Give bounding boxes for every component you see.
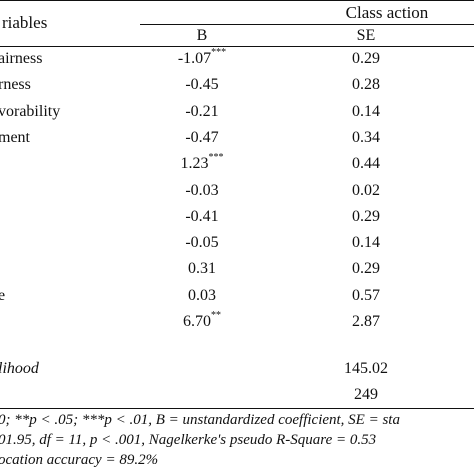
cell-b: -0.05 [162,234,242,252]
cell-b: -0.41 [162,208,242,226]
cell-se: 2.87 [352,313,380,330]
coefficient-value: 0.03 [188,287,216,304]
n-value: 249 [354,386,378,403]
cell-se: 0.14 [352,103,380,120]
coefficient-value: -0.45 [185,76,219,93]
coefficient-value: 6.70 [183,313,211,330]
coefficient-value: 0.31 [188,260,216,277]
coefficient-value: -1.07 [177,50,212,67]
cell-se: 0.29 [352,50,380,67]
cell-se: 0.29 [352,260,380,277]
cell-se: 0.57 [352,287,380,304]
cell-b: -0.03 [162,182,242,200]
cell-se: 0.02 [352,182,380,199]
cell-b: 0.31 [162,260,242,278]
cell-b: -1.07*** [162,47,242,68]
coefficient-value: -0.21 [185,103,219,120]
row-label: rness [0,76,31,93]
column-header-b: B [196,27,208,44]
coefficient-value: -0.47 [185,129,219,146]
cell-b: -0.47 [162,129,242,147]
likelihood-label: lihood [0,360,39,377]
footnote-line-3: ocation accuracy = 89.2% [0,452,159,468]
cell-b: -0.45 [162,76,242,94]
variables-header: riables [2,13,48,32]
column-header-se: SE [356,27,376,44]
header-rule [0,46,474,47]
coefficient-value: 1.23 [180,155,209,172]
class-action-header: Class action [345,3,429,22]
footnote-line-1: 0; **p < .05; ***p < .01, B = unstandard… [0,412,400,428]
significance-marker: *** [208,152,224,163]
significance-marker: *** [211,47,227,58]
row-label: vorability [0,103,61,120]
top-rule [0,0,474,1]
cell-b: -0.21 [162,103,242,121]
cell-se: 0.14 [352,234,380,251]
cell-se: 0.44 [352,155,380,172]
significance-marker: ** [211,310,221,321]
row-label: ment [0,129,30,146]
cell-b: 6.70** [162,310,242,331]
coefficient-value: -0.05 [185,234,219,251]
cell-se: 0.29 [352,208,380,225]
coefficient-value: -0.03 [185,182,219,199]
cell-se: 0.28 [352,76,380,93]
coefficient-value: -0.41 [185,208,219,225]
cell-b: 1.23*** [162,152,242,173]
cell-b: 0.03 [162,287,242,305]
row-label: e [0,287,6,304]
group-rule [140,24,474,25]
likelihood-value: 145.02 [344,360,388,377]
bottom-rule [0,408,474,409]
footnote-line-2: 01.95, df = 11, p < .001, Nagelkerke's p… [0,432,377,448]
cell-se: 0.34 [352,129,380,146]
row-label: airness [0,50,43,67]
